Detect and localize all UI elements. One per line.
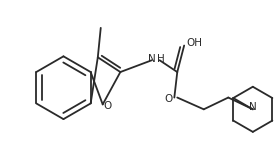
Text: N: N [148, 54, 156, 64]
Text: O: O [164, 95, 173, 105]
Text: O: O [104, 101, 112, 111]
Text: OH: OH [186, 38, 202, 48]
Text: N: N [249, 102, 257, 112]
Text: H: H [157, 54, 164, 64]
